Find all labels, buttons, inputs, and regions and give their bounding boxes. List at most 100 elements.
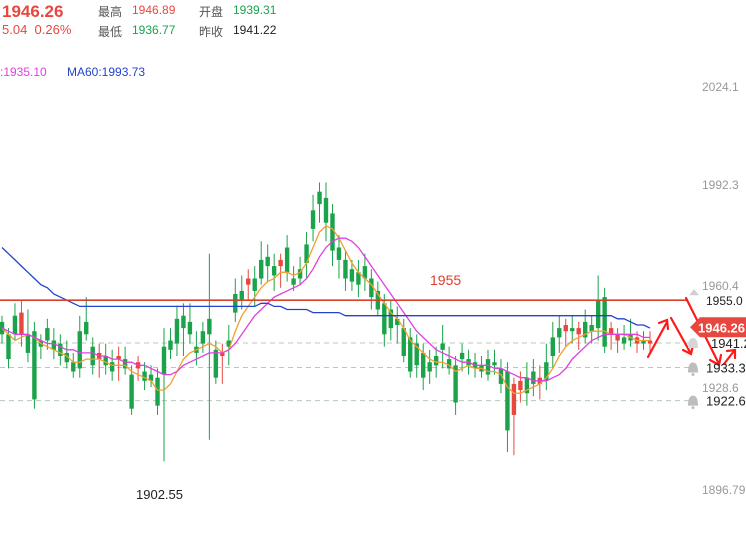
candle-body bbox=[116, 356, 121, 360]
candle-body bbox=[220, 352, 225, 357]
candle-body bbox=[492, 362, 497, 366]
candle-body bbox=[446, 359, 452, 369]
candle bbox=[84, 297, 89, 341]
candle-body bbox=[602, 297, 607, 347]
candle-body bbox=[226, 340, 231, 347]
candle bbox=[291, 266, 296, 291]
candle-body bbox=[621, 337, 627, 344]
candle-body bbox=[84, 321, 89, 335]
candle bbox=[440, 325, 445, 369]
candle bbox=[284, 235, 290, 282]
candle bbox=[71, 352, 76, 378]
ma-pink-line bbox=[1, 237, 650, 382]
candle bbox=[362, 253, 368, 291]
candle bbox=[621, 325, 627, 350]
low-label: 最低 bbox=[98, 25, 123, 39]
candle bbox=[246, 269, 251, 301]
candle-body bbox=[187, 321, 193, 335]
candle-body bbox=[518, 380, 523, 391]
candle bbox=[38, 334, 44, 360]
alert-price-tag: 1933.3 bbox=[688, 360, 746, 376]
candle bbox=[563, 318, 568, 347]
candle-body bbox=[615, 334, 620, 341]
resistance-tag: 1955.0 bbox=[689, 289, 743, 308]
plain-price-text: 1941.2 bbox=[711, 336, 746, 351]
candle-body bbox=[440, 343, 445, 350]
alert-price-text: 1922.6 bbox=[706, 394, 746, 409]
candle bbox=[200, 321, 206, 353]
candle-body bbox=[524, 377, 530, 394]
candle-body bbox=[336, 247, 342, 260]
candle-body bbox=[459, 352, 465, 360]
current-price-tag: 1946.26 bbox=[690, 317, 746, 338]
candle-body bbox=[453, 365, 458, 403]
y-tick-label: 1960.4 bbox=[702, 279, 739, 293]
candle-body bbox=[129, 374, 134, 409]
quote-header: 1946.26 5.04 0.26% 最高 1946.89 开盘 1939.31… bbox=[0, 0, 746, 44]
ma-orange-line bbox=[1, 225, 650, 394]
candle-body bbox=[45, 328, 50, 341]
candle bbox=[207, 253, 212, 440]
candle-body bbox=[557, 328, 562, 338]
candle bbox=[408, 328, 413, 378]
high-value: 1946.89 bbox=[132, 3, 176, 17]
open-label: 开盘 bbox=[199, 5, 224, 19]
candle bbox=[19, 300, 24, 347]
candle bbox=[557, 315, 562, 353]
candle bbox=[323, 182, 329, 242]
candle bbox=[77, 315, 82, 378]
candle bbox=[369, 269, 374, 310]
candle bbox=[168, 328, 173, 360]
current-price-text: 1946.26 bbox=[698, 320, 745, 335]
bell-icon bbox=[689, 289, 699, 296]
resistance-tag-text: 1955.0 bbox=[706, 294, 743, 308]
candle-body bbox=[64, 352, 69, 363]
candle-body bbox=[498, 368, 504, 384]
arrow-up-2 bbox=[722, 349, 736, 366]
candle bbox=[330, 204, 335, 267]
arrow-down-1 bbox=[669, 316, 692, 354]
candle bbox=[317, 182, 322, 223]
candle-body bbox=[259, 259, 264, 279]
candle-body bbox=[71, 362, 76, 372]
candle bbox=[459, 343, 465, 372]
candle-body bbox=[641, 340, 646, 344]
candle-body bbox=[395, 318, 400, 326]
candle-body bbox=[330, 213, 335, 251]
candle-body bbox=[576, 328, 581, 335]
alert-price-text: 1933.3 bbox=[706, 360, 746, 375]
candle bbox=[446, 346, 452, 375]
arrow-up-1 bbox=[646, 320, 669, 359]
candle bbox=[278, 253, 283, 288]
low-annotation: 1902.55 bbox=[136, 487, 183, 502]
candle-body bbox=[103, 356, 108, 366]
candle-body bbox=[271, 266, 277, 276]
ma60-legend: MA60:1993.73 bbox=[67, 65, 146, 79]
candle-body bbox=[323, 197, 329, 223]
candle bbox=[602, 287, 607, 353]
change-percent: 0.26% bbox=[34, 22, 72, 37]
candle-body bbox=[168, 340, 173, 350]
ma-legend-partial: :1935.10 bbox=[0, 65, 47, 79]
candle-body bbox=[51, 340, 57, 350]
candle bbox=[213, 340, 219, 384]
candle bbox=[135, 356, 141, 381]
candle-body bbox=[401, 328, 406, 357]
bell-icon bbox=[688, 362, 698, 373]
resistance-label: 1955 bbox=[430, 272, 461, 288]
candle-body bbox=[155, 377, 160, 406]
candle bbox=[576, 321, 581, 350]
candle-body bbox=[148, 374, 154, 381]
prevclose-value: 1941.22 bbox=[233, 23, 277, 37]
candle-body bbox=[408, 337, 413, 372]
candle bbox=[343, 250, 348, 291]
candle bbox=[97, 343, 102, 378]
candle bbox=[220, 343, 225, 384]
candle bbox=[304, 232, 309, 279]
y-tick-label: 2024.1 bbox=[702, 80, 739, 94]
arrowhead-4 bbox=[725, 348, 737, 360]
candle-body bbox=[388, 309, 393, 329]
candle bbox=[595, 275, 601, 341]
candle bbox=[544, 343, 549, 391]
